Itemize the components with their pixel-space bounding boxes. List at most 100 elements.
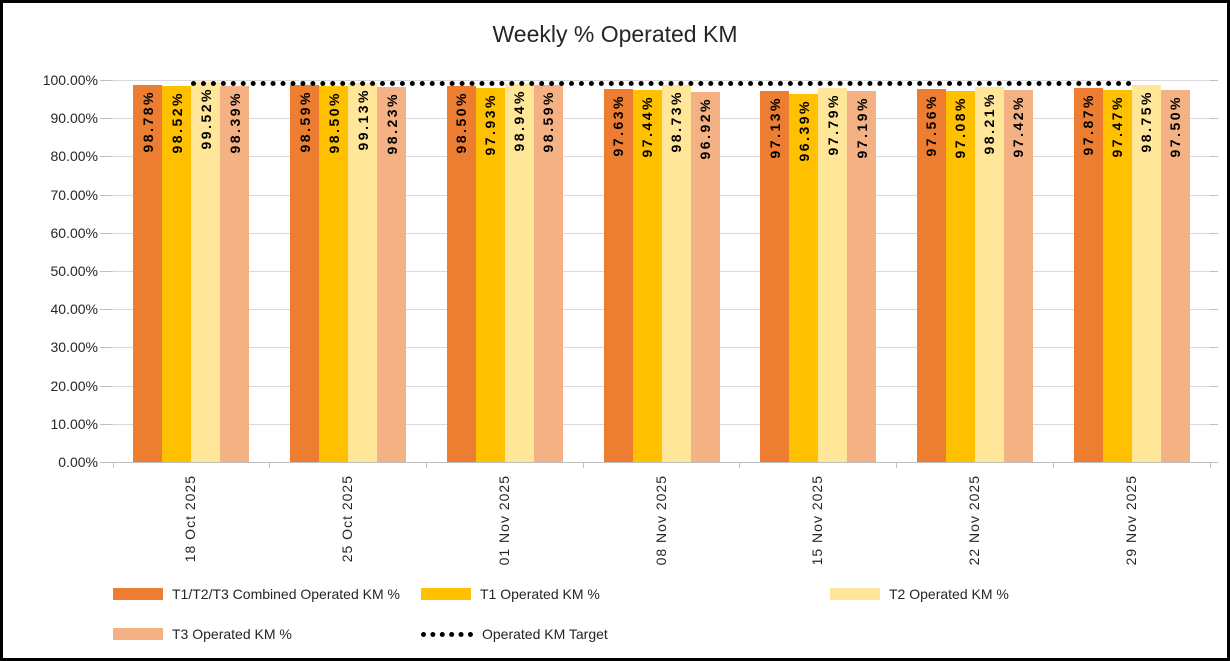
- gridline: [113, 80, 1210, 81]
- chart-title: Weekly % Operated KM: [492, 21, 738, 47]
- bar: 98.75%: [1131, 84, 1161, 462]
- bar-value-label: 98.75%: [1138, 89, 1155, 153]
- bar-cluster: 98.78% 98.52% 99.52% 98.39%: [133, 81, 250, 462]
- bar: 98.59%: [290, 85, 320, 462]
- x-category-label: 08 Nov 2025: [652, 475, 669, 566]
- bar-cluster: 97.87% 97.47% 98.75% 97.50%: [1073, 84, 1190, 462]
- bar-value-label: 98.59%: [540, 90, 557, 153]
- y-axis-tick: [100, 156, 113, 158]
- bar: 97.13%: [760, 90, 790, 462]
- x-axis-tick: [1052, 462, 1054, 468]
- y-axis-label: 30.00%: [50, 339, 98, 356]
- y-axis-label: 100.00%: [42, 72, 98, 88]
- bar: 98.73%: [661, 84, 691, 462]
- legend-label: T1/T2/T3 Combined Operated KM %: [172, 586, 400, 602]
- bar-value-label: 99.52%: [197, 86, 214, 150]
- bar: 99.52%: [191, 81, 221, 462]
- y-axis-tick: [1210, 118, 1218, 120]
- y-axis-tick: [1210, 309, 1218, 311]
- y-axis-tick: [100, 271, 113, 272]
- bar: 97.42%: [1003, 89, 1033, 462]
- x-axis-tick: [582, 462, 584, 468]
- bar-value-label: 97.50%: [1167, 94, 1184, 158]
- bar-value-label: 97.87%: [1080, 93, 1097, 156]
- bar-value-label: 99.13%: [354, 88, 371, 151]
- bar-value-label: 96.39%: [795, 98, 812, 162]
- bar-value-label: 97.79%: [824, 93, 841, 156]
- x-category-label: 25 Oct 2025: [339, 475, 356, 563]
- y-axis-tick: [100, 309, 113, 311]
- y-axis-tick: [100, 118, 113, 120]
- y-axis-label: 70.00%: [50, 186, 98, 203]
- legend-entry: Operated KM Target: [421, 626, 608, 642]
- bar: 98.50%: [319, 85, 349, 462]
- bar: 97.50%: [1160, 89, 1190, 462]
- bar-value-label: 98.23%: [383, 91, 400, 155]
- x-axis-tick: [112, 462, 114, 468]
- bar: 98.94%: [504, 84, 534, 462]
- x-axis-tick: [269, 462, 271, 468]
- bar-value-label: 97.47%: [1109, 94, 1126, 158]
- bar: 97.87%: [1073, 88, 1103, 462]
- y-axis-label: 50.00%: [50, 263, 98, 279]
- target-line: [191, 81, 1132, 87]
- bar-value-label: 98.73%: [668, 89, 684, 153]
- y-axis-tick: [100, 462, 113, 463]
- y-axis-tick: [100, 385, 113, 387]
- bar-value-label: 97.42%: [1010, 94, 1027, 158]
- y-axis-tick: [1210, 194, 1218, 196]
- bar: 97.56%: [916, 89, 946, 462]
- legend-label: Operated KM Target: [482, 626, 608, 642]
- y-axis-label: 60.00%: [50, 224, 98, 241]
- bar-value-label: 97.63%: [610, 94, 626, 157]
- y-axis-label: 90.00%: [50, 110, 98, 127]
- bar: 96.39%: [789, 93, 819, 462]
- bar: 97.93%: [475, 87, 505, 462]
- bar-value-label: 97.93%: [482, 92, 499, 156]
- bar-cluster: 97.13% 96.39% 97.79% 97.19%: [760, 88, 877, 462]
- y-axis-tick: [1210, 385, 1218, 387]
- x-category-label: 18 Oct 2025: [182, 475, 199, 563]
- x-axis-line: [113, 462, 1210, 463]
- bar: 97.44%: [632, 89, 662, 462]
- bar: 97.08%: [945, 91, 975, 462]
- bar-cluster: 97.56% 97.08% 98.21% 97.42%: [916, 86, 1033, 462]
- bar-value-label: 97.56%: [923, 94, 940, 157]
- bar: 97.47%: [1102, 89, 1132, 462]
- y-axis-tick: [1210, 423, 1218, 425]
- bar-value-label: 98.21%: [981, 91, 998, 155]
- bar-value-label: 96.92%: [697, 96, 713, 160]
- y-axis-label: 10.00%: [50, 415, 98, 432]
- y-axis-tick: [1210, 80, 1218, 81]
- legend-label: T2 Operated KM %: [889, 586, 1009, 602]
- x-category-label: 29 Nov 2025: [1122, 475, 1139, 566]
- y-axis-label: 0.00%: [58, 454, 98, 470]
- bar: 99.13%: [348, 83, 378, 462]
- legend-label: T3 Operated KM %: [172, 626, 292, 642]
- bar: 98.50%: [446, 85, 476, 462]
- y-axis-tick: [100, 347, 113, 349]
- bar-cluster: 98.59% 98.50% 99.13% 98.23%: [290, 83, 407, 462]
- y-axis-tick: [1210, 347, 1218, 349]
- x-axis-tick: [739, 462, 741, 468]
- y-axis-tick: [100, 194, 113, 196]
- legend-entry: T3 Operated KM %: [113, 626, 292, 642]
- legend-entry: T1 Operated KM %: [421, 586, 600, 602]
- legend-target-line-swatch: [421, 631, 473, 637]
- bar-value-label: 98.94%: [511, 89, 528, 152]
- legend-swatch: [113, 588, 163, 600]
- bar-cluster: 98.50% 97.93% 98.94% 98.59%: [446, 84, 563, 462]
- y-axis-tick: [1210, 232, 1218, 234]
- bar: 97.63%: [603, 89, 633, 462]
- legend-entry: T2 Operated KM %: [830, 586, 1009, 602]
- bar-cluster: 97.63% 97.44% 98.73% 96.92%: [603, 84, 720, 462]
- bar-value-label: 98.59%: [296, 90, 313, 153]
- legend-swatch: [421, 588, 471, 600]
- y-axis-tick: [1210, 271, 1218, 272]
- x-category-label: 22 Nov 2025: [965, 475, 982, 566]
- bar-value-label: 98.78%: [139, 89, 156, 153]
- y-axis-tick: [1210, 156, 1218, 158]
- plot-area: 98.78% 98.52% 99.52% 98.39% 98.59% 98.50% 99.1…: [100, 80, 1218, 468]
- bar-value-label: 97.19%: [853, 95, 870, 159]
